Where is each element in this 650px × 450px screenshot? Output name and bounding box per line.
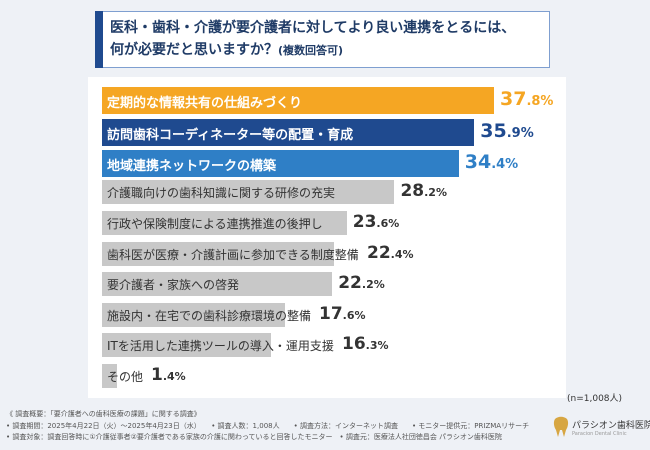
bar-10 [102, 364, 117, 388]
value-label-2: 35.9% [480, 120, 533, 142]
value-integer: 16 [342, 334, 366, 354]
title-box [95, 11, 550, 68]
footer-survey-title: 《 調査概要：「要介護者への歯科医療の課題」に関する調査》 [6, 410, 201, 418]
value-decimal: .2% [361, 278, 385, 291]
value-label-7: 22.2% [338, 273, 385, 293]
sample-size: (n=1,008人) [567, 394, 623, 404]
question-title-line2: 何が必要だと思いますか？(複数回答可) [110, 39, 343, 59]
value-integer: 1 [151, 365, 163, 385]
footer-survey-target: • 調査対象：調査回答時に①介護従事者②要介護者である家族の介護に関わっていると… [6, 433, 502, 441]
value-label-10: 1.4% [151, 365, 186, 385]
value-decimal: .4% [162, 370, 186, 383]
value-integer: 23 [352, 212, 377, 232]
value-label-8: 17.6% [319, 304, 366, 324]
category-label-7: 要介護者・家族への啓発 [107, 278, 240, 292]
value-integer: 17 [319, 304, 343, 324]
clinic-name: パラシオン歯科医院 [572, 421, 650, 431]
value-label-3: 34.4% [465, 151, 518, 173]
value-decimal: .4% [390, 248, 414, 261]
value-integer: 34 [464, 151, 492, 173]
value-label-5: 23.6% [353, 212, 400, 232]
footer-survey-details: • 調査期間：2025年4月22日（火）〜2025年4月23日（水） • 調査人… [6, 422, 530, 430]
bar-4 [102, 180, 395, 204]
bar-1 [102, 87, 494, 114]
clinic-subtitle: Paracion Dental Clinic [572, 431, 627, 437]
value-label-1: 37.8% [500, 88, 553, 110]
category-label-3: 地域連携ネットワークの構築 [107, 159, 277, 174]
category-label-10: その他 [107, 370, 144, 384]
value-decimal: .3% [365, 339, 389, 352]
value-decimal: .2% [424, 186, 447, 199]
question-title-line1: 医科・歯科・介護が要介護者に対してより良い連携をとるには、 [110, 20, 516, 36]
value-label-6: 22.4% [367, 243, 414, 263]
bar-6 [102, 242, 335, 266]
value-integer: 37 [500, 88, 527, 110]
bar-2 [102, 119, 475, 146]
category-label-8: 施設内・在宅での歯科診療環境の整備 [107, 309, 312, 323]
category-label-4: 介護職向けの歯科知識に関する研修の充実 [107, 186, 336, 200]
multiple-answer-note: (複数回答可) [278, 44, 344, 57]
value-integer: 22 [367, 243, 391, 263]
value-label-9: 16.3% [342, 334, 389, 354]
value-integer: 28 [400, 181, 425, 201]
value-decimal: .6% [376, 217, 400, 230]
title-accent-stripe [95, 11, 103, 68]
category-label-6: 歯科医が医療・介護計画に参加できる制度整備 [107, 248, 359, 262]
value-integer: 35 [480, 120, 507, 142]
bar-8 [102, 303, 285, 327]
value-label-4: 28.2% [400, 181, 447, 201]
value-decimal: .9% [506, 126, 534, 141]
category-label-1: 定期的な情報共有の仕組みづくり [107, 96, 303, 111]
category-label-9: ITを活用した連携ツールの導入・運用支援 [107, 339, 334, 353]
bar-5 [102, 211, 347, 235]
bar-9 [102, 333, 272, 357]
value-decimal: .8% [526, 94, 554, 109]
value-decimal: .6% [342, 309, 366, 322]
value-decimal: .4% [491, 157, 519, 172]
clinic-logo: パラシオン歯科医院 Paracion Dental Clinic [552, 413, 650, 443]
tooth-icon [553, 416, 569, 437]
bar-7 [102, 272, 333, 296]
category-label-2: 訪問歯科コーディネーター等の配置・育成 [107, 128, 354, 143]
category-label-5: 行政や保険制度による連携推進の後押し [107, 217, 323, 231]
bar-3 [102, 150, 459, 177]
value-integer: 22 [338, 273, 362, 293]
question-title-text: 何が必要だと思いますか？ [110, 42, 278, 58]
